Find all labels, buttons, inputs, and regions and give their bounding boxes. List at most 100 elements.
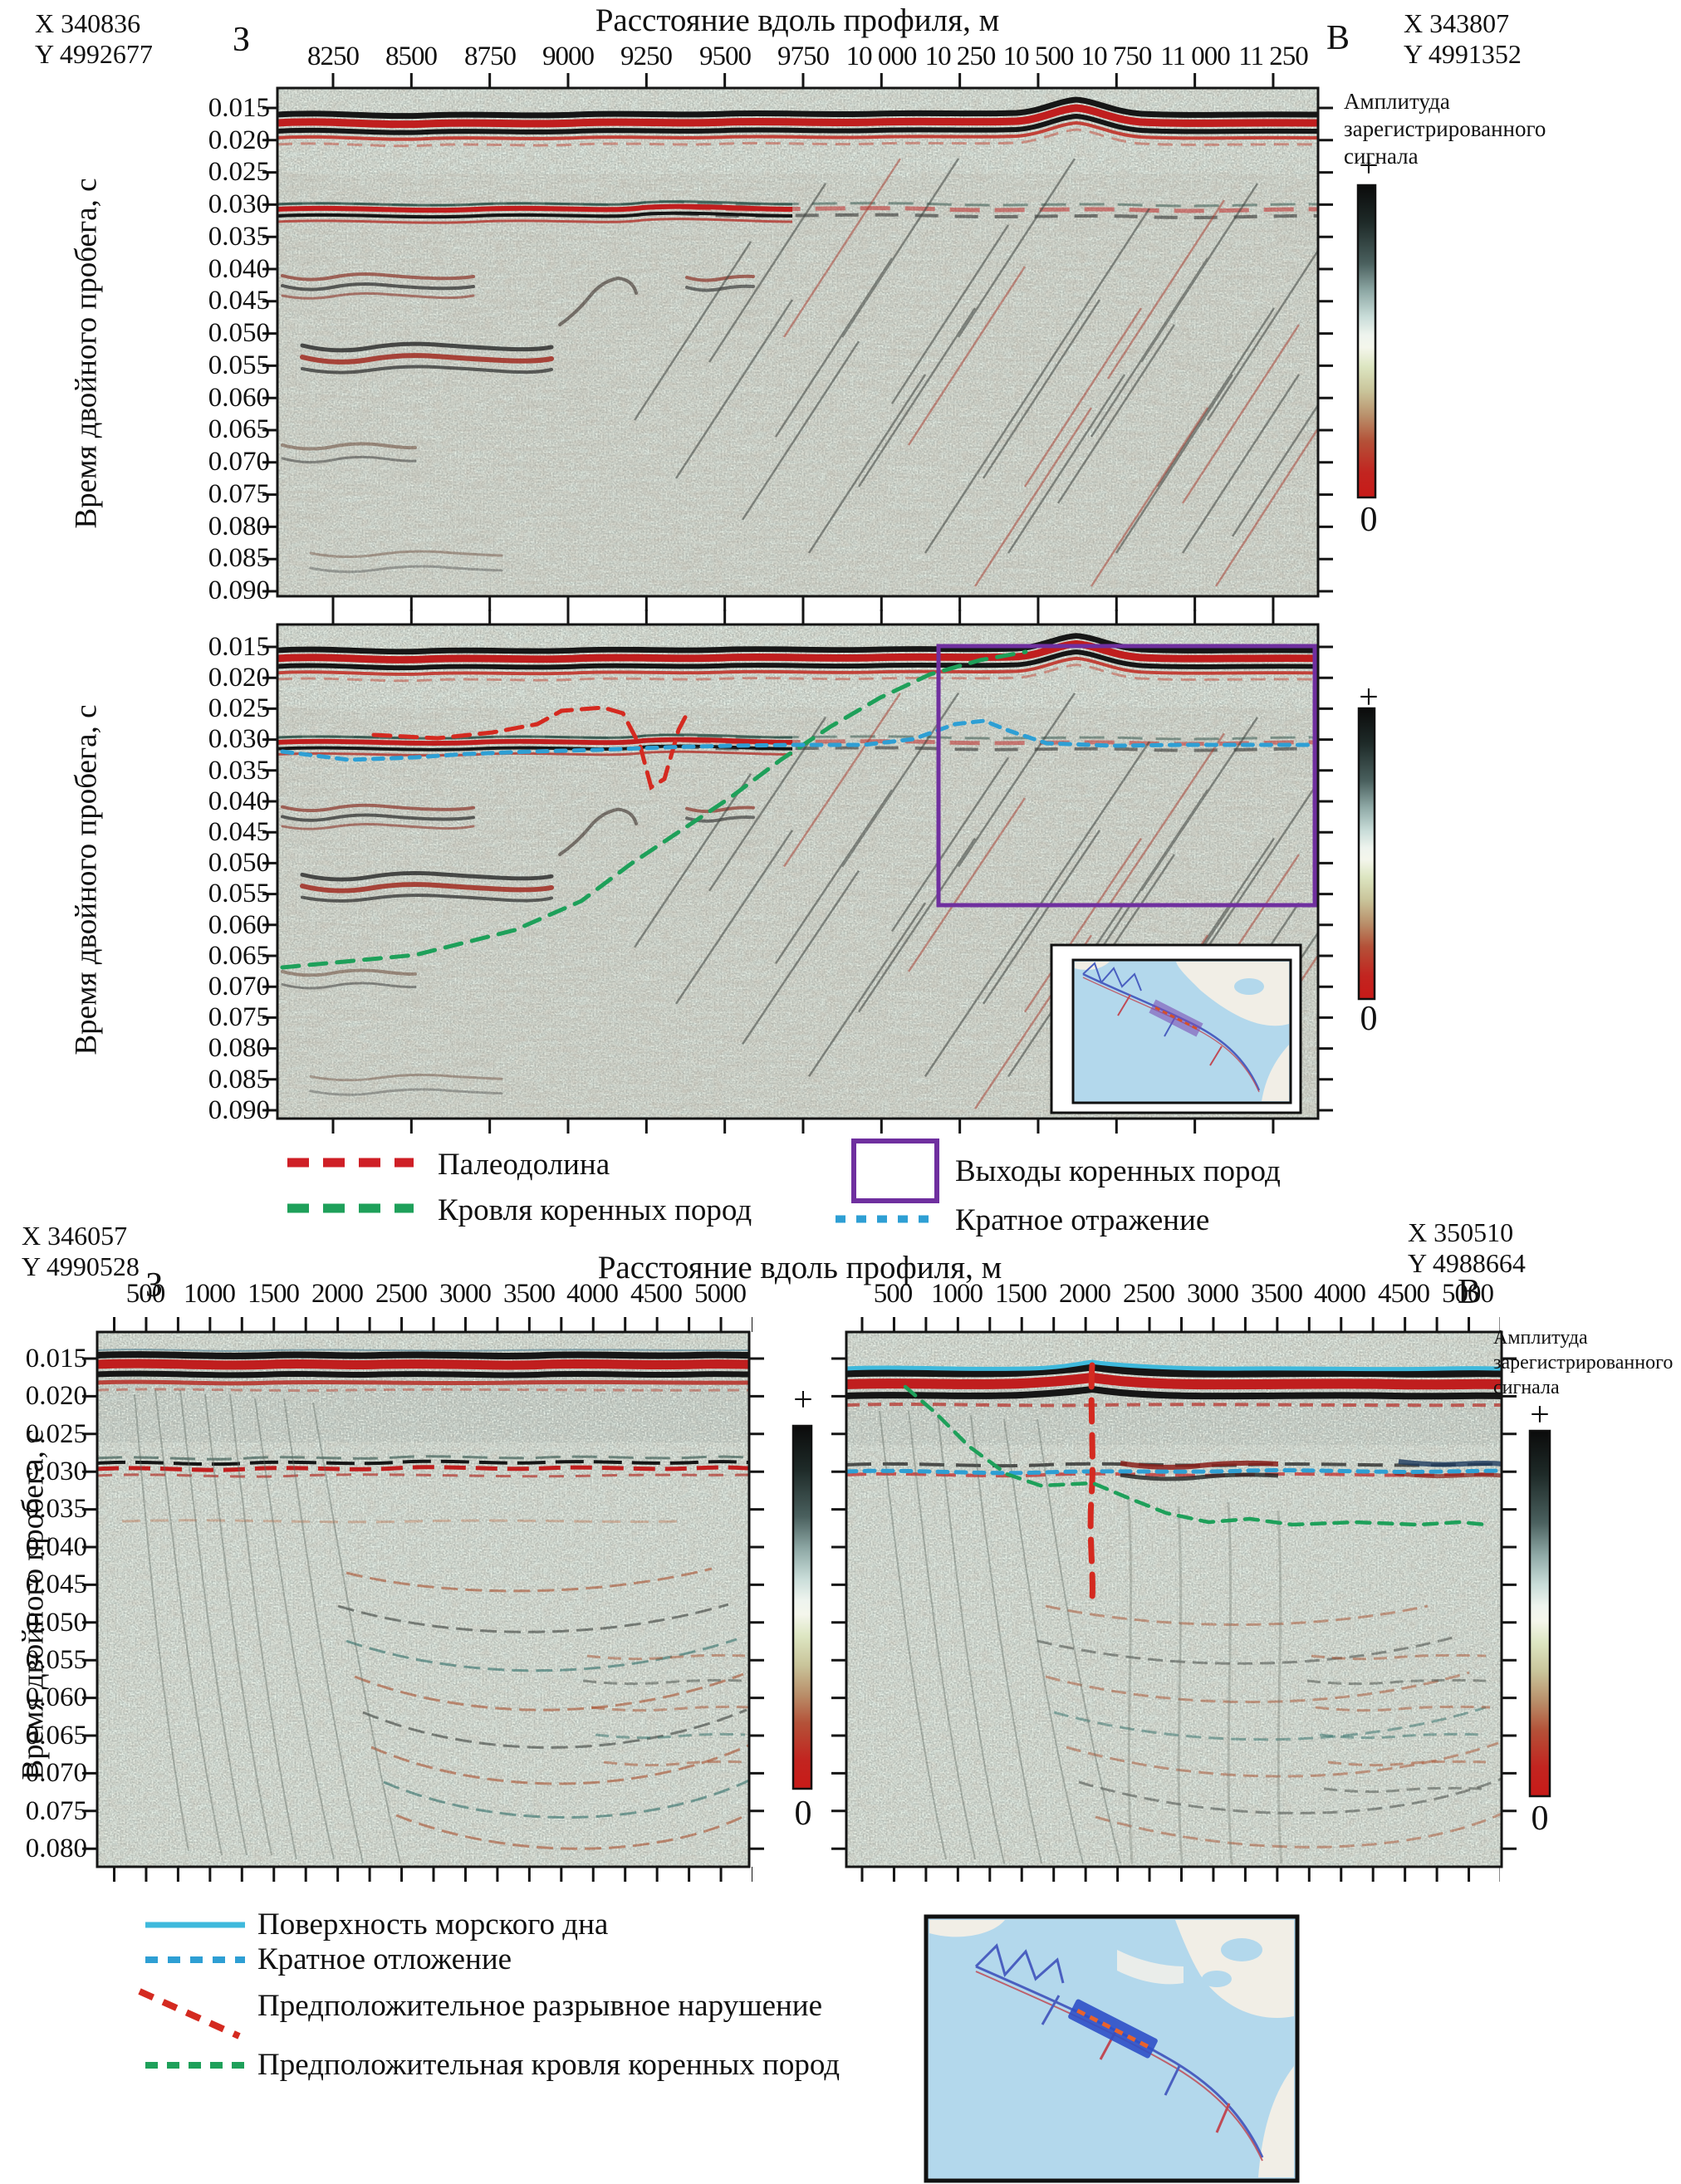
y-tick-label: 0.035 [208, 222, 270, 252]
y-tick-label: 0.025 [25, 1419, 87, 1449]
legend-presumed-bedrock: Предположительная кровля коренных пород [257, 2048, 840, 2082]
y-tick-label: 0.055 [208, 350, 270, 380]
y-tick-label: 0.065 [208, 414, 270, 444]
colorbar-plus: + [1359, 147, 1379, 185]
bedrock-top-line [280, 649, 1028, 970]
x-tick-label: 4000 [566, 1279, 619, 1309]
start-x: X 346057 [22, 1221, 128, 1251]
x-tick-label: 9000 [542, 42, 595, 71]
y-axis-title-top: Время двойного пробега, с [69, 178, 104, 529]
x-tick-label: 500 [873, 1279, 914, 1309]
x-tick-label: 11 000 [1160, 42, 1231, 71]
colorbar-zero: 0 [1360, 1000, 1378, 1038]
colorbar-plus: + [793, 1381, 813, 1419]
x-tick-label: 1000 [931, 1279, 983, 1309]
y-tick-label: 0.065 [25, 1721, 87, 1751]
y-tick-label: 0.075 [208, 479, 270, 509]
y-tick-label: 0.020 [25, 1381, 87, 1411]
colorbar-zero: 0 [1360, 501, 1378, 539]
y-tick-label: 0.065 [208, 941, 270, 971]
colorbars [791, 184, 1551, 1798]
panel-borders [96, 86, 1503, 1868]
start-x: X 340836 [35, 8, 141, 38]
y-tick-label: 0.070 [25, 1758, 87, 1788]
y-tick-label: 0.050 [208, 318, 270, 348]
y-tick-label: 0.060 [208, 910, 270, 940]
presumed-fault-line [1087, 1362, 1095, 1604]
legend-fault: Предположительное разрывное нарушение [257, 1989, 823, 2023]
x-tick-label: 4000 [1314, 1279, 1366, 1309]
x-tick-label: 2500 [1123, 1279, 1175, 1309]
y-axis-title-middle: Время двойного пробега, с [69, 704, 104, 1055]
multiple-reflection-line [280, 718, 1317, 762]
colorbar-zero: 0 [1531, 1800, 1549, 1838]
x-tick-label: 10 000 [845, 42, 918, 71]
x-tick-label: 3000 [439, 1279, 492, 1309]
x-tick-label: 5000 [694, 1279, 747, 1309]
paleovalley-line [371, 705, 691, 791]
presumed-bedrock-line [903, 1384, 1488, 1527]
y-tick-label: 0.060 [208, 383, 270, 413]
y-tick-label: 0.055 [25, 1645, 87, 1675]
x-tick-label: 5000 [1442, 1279, 1494, 1309]
interpretation-overlays [280, 644, 1317, 970]
y-tick-label: 0.045 [208, 817, 270, 847]
legend-bedrock-top: Кровля коренных пород [438, 1193, 752, 1227]
legend-outcrops: Выходы коренных пород [955, 1154, 1281, 1188]
y-tick-label: 0.045 [208, 286, 270, 316]
east-mark-bottom: В [1458, 1273, 1482, 1311]
legend-multiple: Кратное отражение [955, 1203, 1210, 1237]
y-tick-label: 0.080 [25, 1834, 87, 1863]
colorbar-label-top: Амплитуда зарегистрированного сигнала [1344, 89, 1546, 169]
x-axis-title-top: Расстояние вдоль профиля, м [595, 2, 1000, 38]
fault-marker [138, 1988, 241, 2040]
y-tick-label: 0.030 [208, 724, 270, 754]
y-tick-label: 0.040 [25, 1532, 87, 1562]
y-tick-label: 0.040 [208, 786, 270, 816]
y-tick-label: 0.020 [208, 125, 270, 155]
y-tick-label: 0.030 [208, 189, 270, 219]
y-tick-label: 0.045 [25, 1569, 87, 1599]
end-coordinates-bottom: X 350510 Y 4988664 [1408, 1217, 1526, 1279]
inset-map-bottom [924, 1914, 1300, 2183]
x-tick-label: 8250 [307, 42, 360, 71]
seismic-panel-middle-interpreted [277, 624, 1349, 1119]
colorbar-plus: + [1530, 1396, 1550, 1434]
x-tick-label: 3500 [1251, 1279, 1303, 1309]
end-y: Y 4991352 [1404, 39, 1522, 69]
start-coordinates-top: X 340836 Y 4992677 [35, 8, 153, 70]
seafloor-line [846, 1359, 1502, 1372]
west-mark-top: З [233, 21, 251, 59]
x-tick-label: 9250 [620, 42, 673, 71]
colorbar-label-bottom: Амплитуда зарегистрированного сигнала [1493, 1327, 1674, 1398]
x-tick-label: 1500 [247, 1279, 300, 1309]
colorbar-bottom-right [1528, 1429, 1551, 1798]
y-tick-label: 0.070 [208, 972, 270, 1001]
end-y: Y 4988664 [1408, 1248, 1526, 1278]
start-coordinates-bottom: X 346057 Y 4990528 [22, 1221, 140, 1282]
y-tick-label: 0.090 [208, 1095, 270, 1125]
colorbar-top [1356, 184, 1377, 499]
y-tick-label: 0.035 [25, 1494, 87, 1524]
x-tick-label: 3500 [503, 1279, 556, 1309]
x-tick-label: 3000 [1187, 1279, 1239, 1309]
x-tick-label: 8500 [385, 42, 438, 71]
y-tick-label: 0.085 [208, 543, 270, 573]
y-tick-label: 0.090 [208, 575, 270, 605]
colorbar-middle [1357, 707, 1376, 1001]
y-tick-label: 0.075 [25, 1796, 87, 1826]
y-tick-label: 0.015 [208, 632, 270, 662]
y-tick-label: 0.080 [208, 1033, 270, 1063]
y-tick-label: 0.075 [208, 1002, 270, 1032]
bedrock-outcrops-box [936, 644, 1317, 908]
x-tick-label: 4500 [1378, 1279, 1430, 1309]
y-tick-label: 0.055 [208, 879, 270, 908]
y-tick-label: 0.025 [208, 157, 270, 187]
legend-middle-markers [287, 1139, 939, 1223]
x-tick-label: 11 250 [1238, 42, 1309, 71]
seismic-panel-top-raw [277, 88, 1349, 596]
y-tick-label: 0.080 [208, 512, 270, 541]
end-x: X 350510 [1408, 1217, 1514, 1247]
